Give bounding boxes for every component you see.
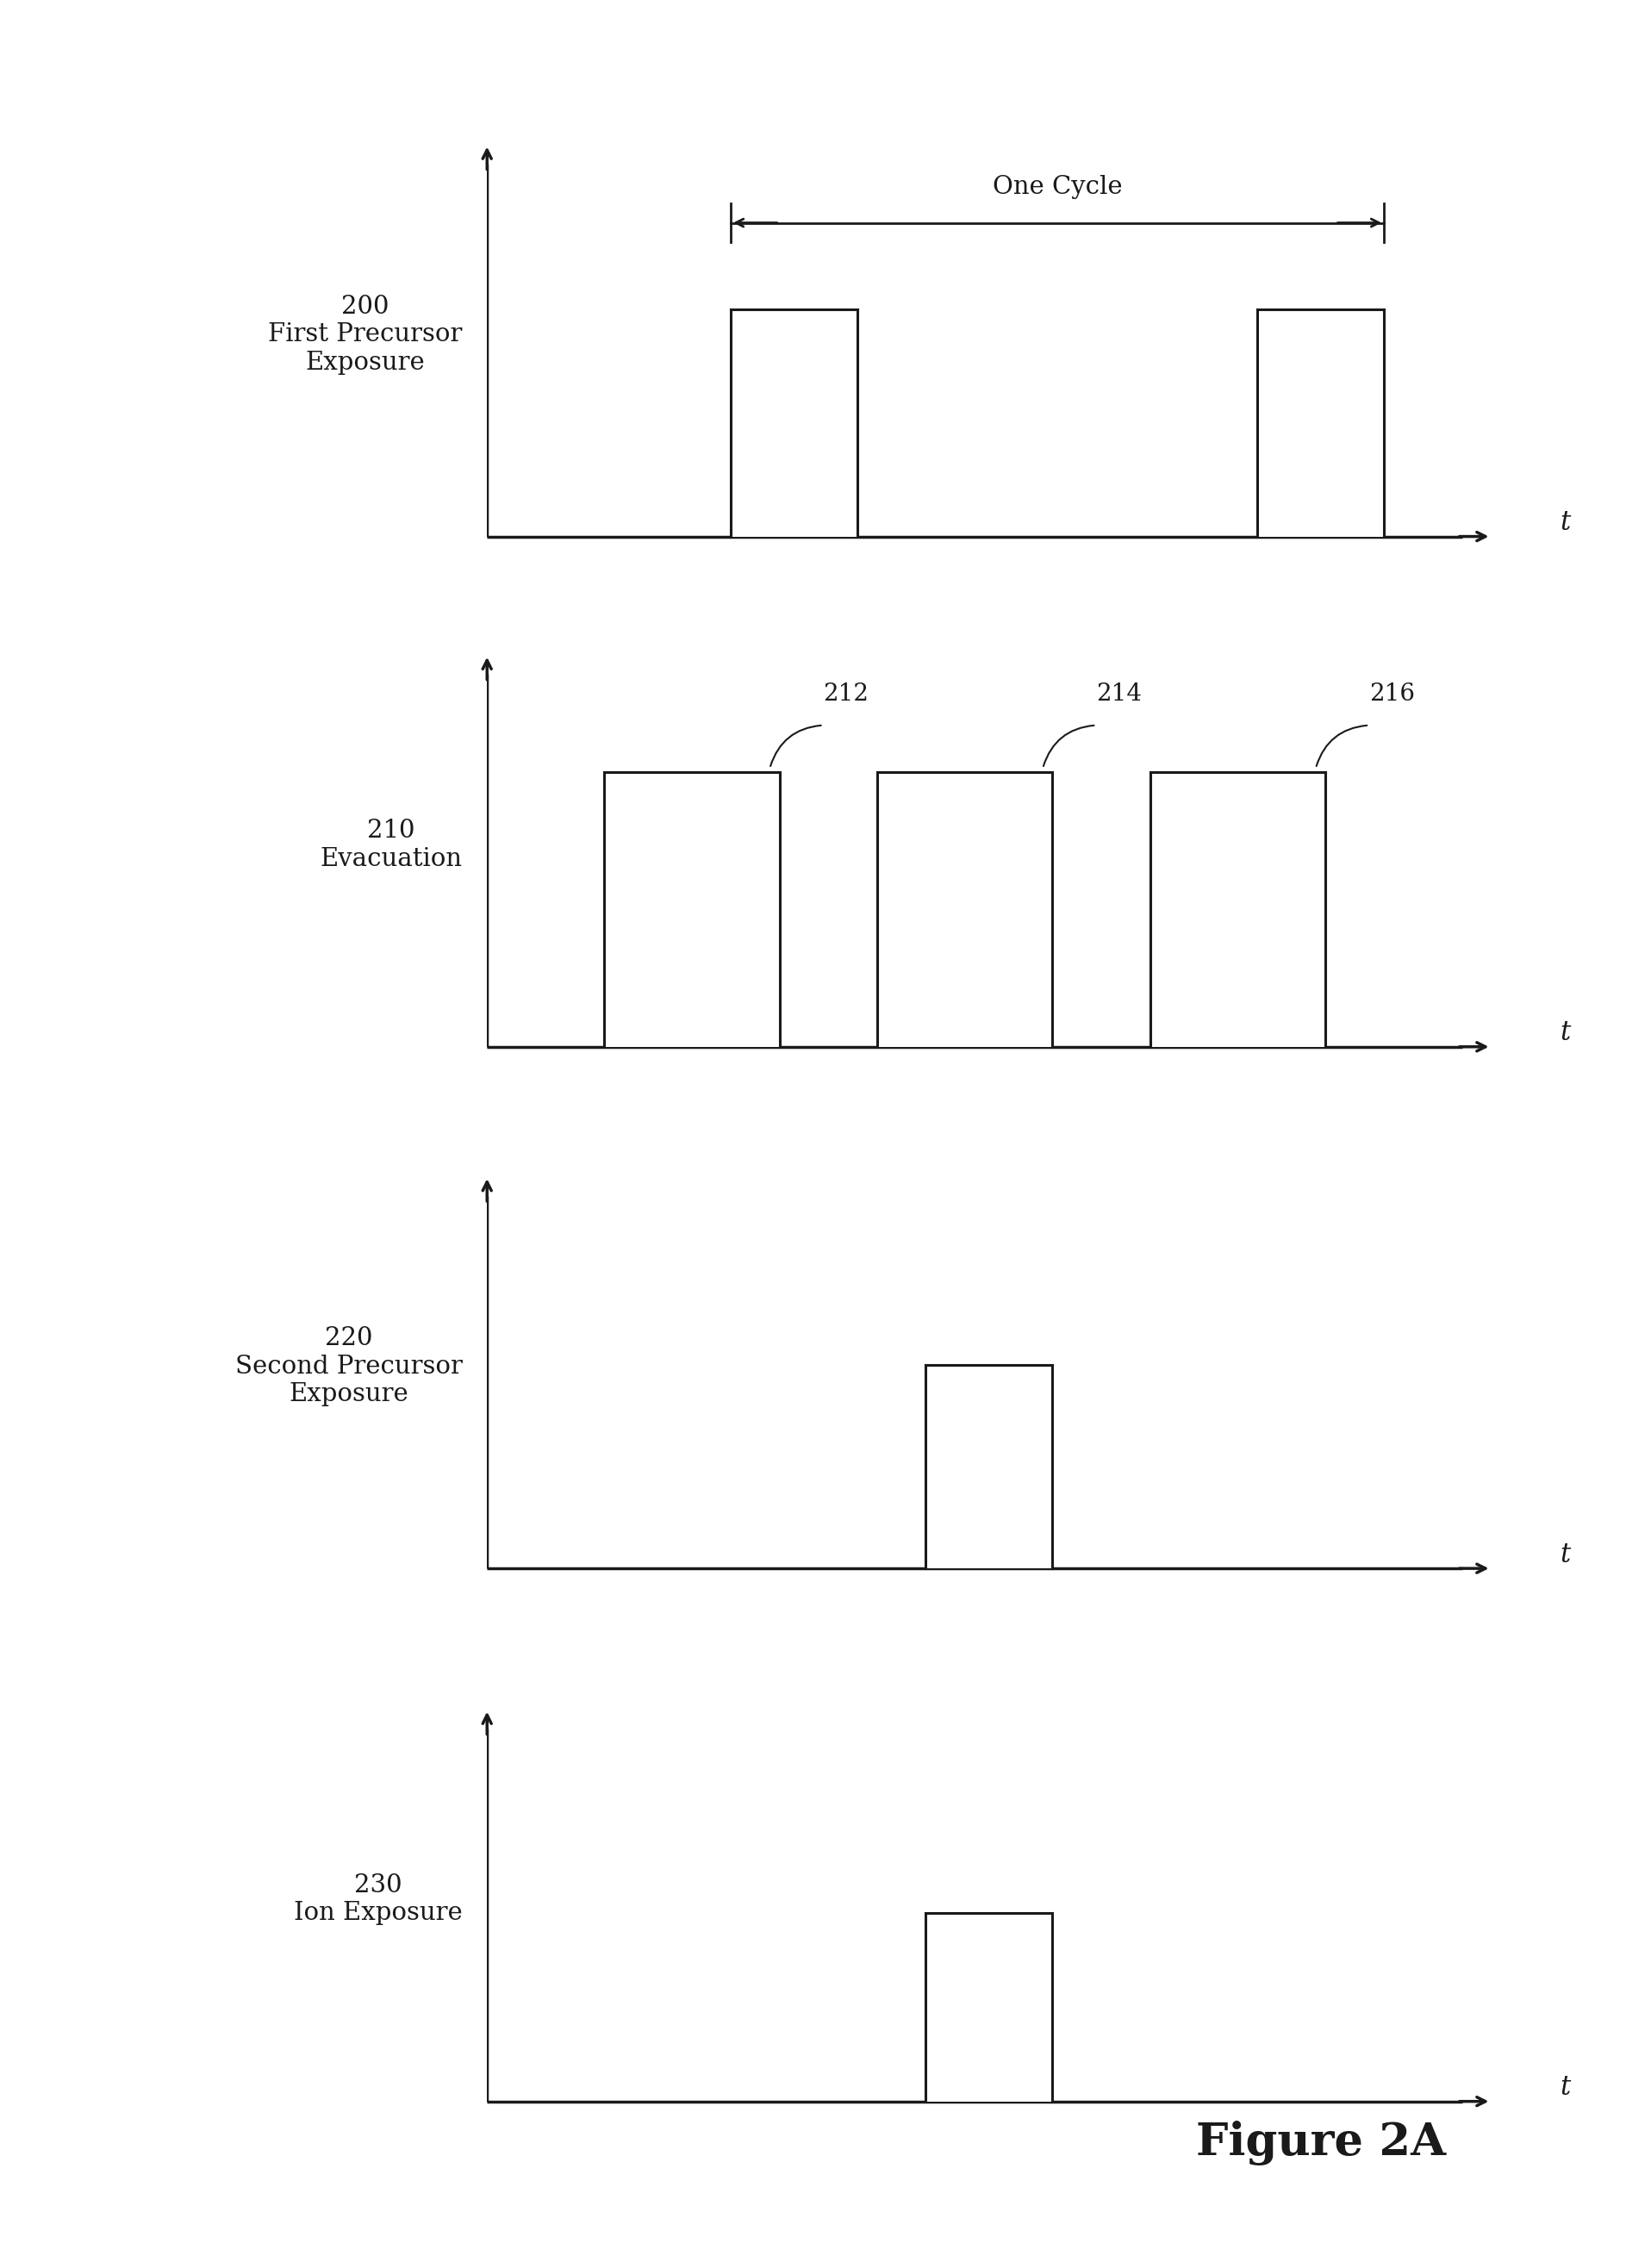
Text: 212: 212 [824, 683, 868, 705]
Text: 230
Ion Exposure: 230 Ion Exposure [294, 1873, 462, 1926]
Bar [1151, 773, 1326, 1048]
Bar [1256, 308, 1384, 538]
Text: t: t [1560, 2075, 1570, 2100]
Text: t: t [1560, 510, 1570, 535]
Text: 210
Evacuation: 210 Evacuation [320, 819, 462, 871]
Text: Figure 2A: Figure 2A [1195, 2121, 1446, 2166]
Bar [731, 308, 857, 538]
Text: 214: 214 [1096, 683, 1142, 705]
Text: 220
Second Precursor
Exposure: 220 Second Precursor Exposure [234, 1327, 462, 1406]
Bar [926, 1914, 1052, 2102]
Bar [877, 773, 1052, 1048]
Text: 216: 216 [1369, 683, 1415, 705]
Bar [604, 773, 779, 1048]
Text: t: t [1560, 1021, 1570, 1046]
Text: 200
First Precursor
Exposure: 200 First Precursor Exposure [267, 295, 462, 374]
Text: One Cycle: One Cycle [992, 175, 1123, 200]
Bar [926, 1365, 1052, 1569]
Text: t: t [1560, 1542, 1570, 1567]
